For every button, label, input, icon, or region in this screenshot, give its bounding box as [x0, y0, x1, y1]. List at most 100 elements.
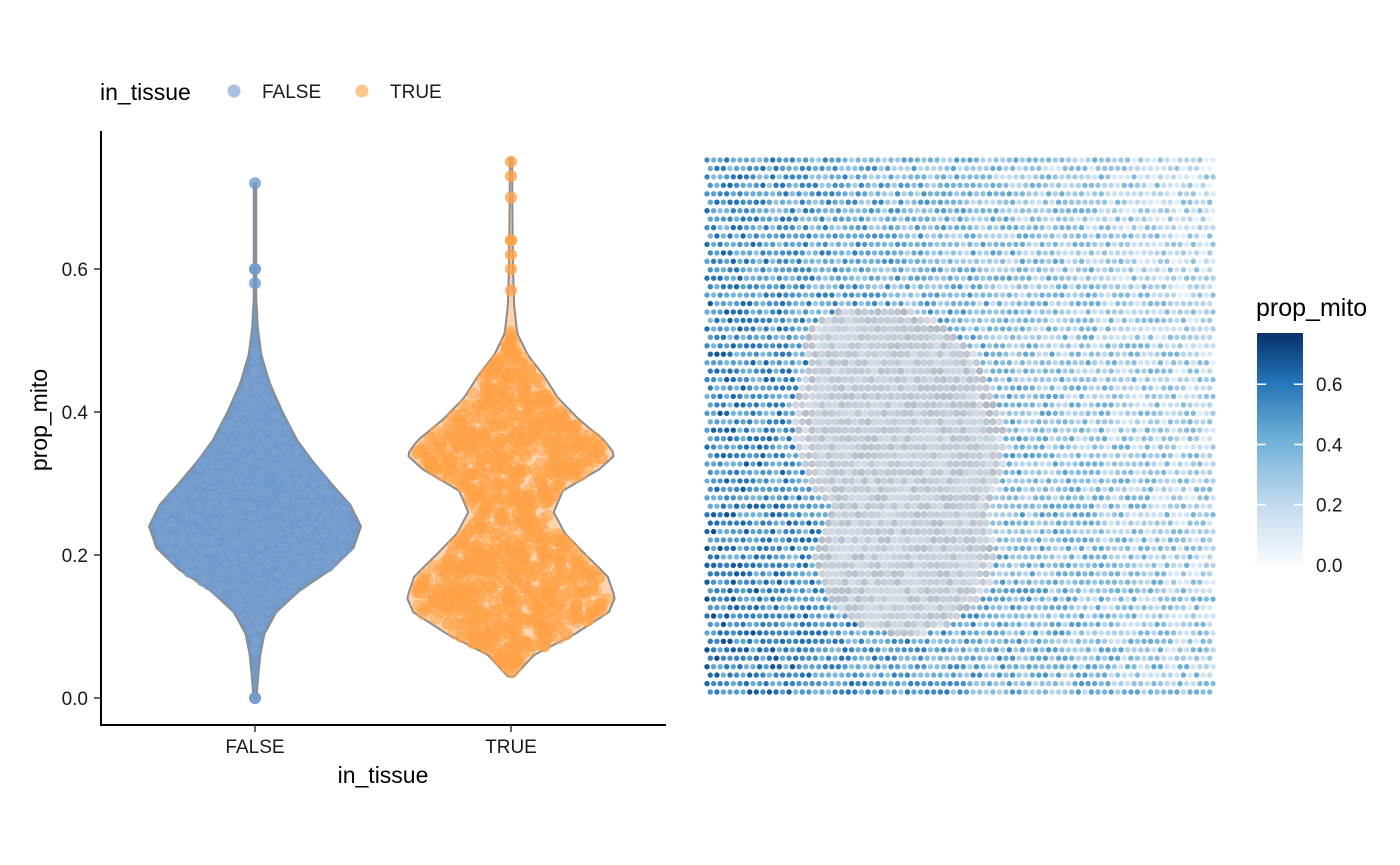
spot [1055, 300, 1062, 307]
spot [796, 292, 802, 298]
spot [806, 284, 812, 290]
spot [908, 258, 914, 264]
spot [1055, 284, 1062, 290]
spot [1154, 317, 1160, 324]
spot [1177, 360, 1183, 366]
spot [747, 284, 753, 290]
spot [1138, 444, 1144, 450]
spot [1197, 376, 1203, 383]
spot [717, 376, 723, 383]
spot [789, 157, 796, 163]
spot [1016, 216, 1022, 222]
spot [967, 241, 973, 248]
spot [1190, 258, 1197, 264]
spot [1170, 258, 1177, 264]
violin-point [237, 551, 250, 564]
spot [1154, 300, 1160, 307]
spot [1115, 317, 1121, 324]
spot [750, 174, 756, 180]
spot [1085, 258, 1091, 264]
spot [1147, 436, 1154, 442]
spot [783, 258, 789, 264]
spot [1177, 241, 1183, 248]
spot [1003, 334, 1009, 340]
violin-point [197, 455, 210, 468]
spot [737, 275, 743, 281]
spot [898, 267, 904, 273]
spot [1167, 385, 1174, 391]
spot [1026, 208, 1032, 214]
spot [885, 216, 891, 222]
violin-point [251, 596, 263, 609]
spot [809, 241, 815, 248]
spot [1167, 216, 1174, 222]
spot [1197, 241, 1203, 248]
spot [1108, 199, 1114, 205]
spot [822, 309, 828, 315]
violin-point [336, 532, 349, 544]
spot [1105, 343, 1111, 349]
spot [1085, 343, 1091, 349]
spot [707, 402, 713, 408]
spot [1115, 216, 1121, 222]
spot [1016, 165, 1022, 172]
spot [812, 317, 819, 324]
spot [947, 191, 953, 197]
spot [819, 267, 825, 273]
spot [1072, 309, 1078, 315]
spot [819, 233, 825, 239]
spot [1022, 267, 1029, 273]
spot [740, 402, 746, 408]
spot [1006, 309, 1012, 315]
y-axis-title: prop_mito [26, 369, 52, 471]
spot [766, 334, 773, 340]
spot [1055, 216, 1062, 222]
spot [1118, 393, 1124, 400]
spot [980, 326, 986, 332]
spot [1078, 191, 1085, 197]
spot [944, 317, 950, 324]
spot [773, 334, 779, 340]
spot [816, 241, 822, 248]
spot [1101, 402, 1108, 408]
spot [779, 419, 786, 425]
spot [812, 284, 819, 290]
spot [921, 224, 927, 231]
spot [829, 208, 835, 214]
spot [750, 191, 756, 197]
spot [1210, 292, 1216, 298]
violin-point [445, 581, 458, 593]
spot [1039, 258, 1045, 264]
spot [1193, 419, 1200, 425]
spot [963, 182, 970, 188]
spot [1032, 427, 1039, 433]
spot [894, 241, 901, 248]
spot [776, 275, 782, 281]
spot [1026, 191, 1032, 197]
spot [1055, 317, 1062, 324]
spot [1154, 267, 1160, 273]
spot [1210, 376, 1216, 383]
spot [1187, 233, 1193, 239]
spot [940, 309, 947, 315]
spot [917, 182, 924, 188]
spot [848, 191, 855, 197]
violin-point [584, 442, 597, 455]
spot [1200, 334, 1206, 340]
spot [756, 376, 763, 383]
spot [1193, 216, 1200, 222]
spot [940, 174, 947, 180]
violin-point [513, 358, 526, 371]
spot [871, 250, 878, 256]
spot [1016, 368, 1022, 374]
violin-point [523, 489, 535, 502]
spot [1055, 250, 1062, 256]
spot [878, 233, 884, 239]
spot [802, 157, 809, 163]
spot [763, 292, 769, 298]
spot [852, 182, 858, 188]
spot [1013, 224, 1019, 231]
spot [1134, 267, 1141, 273]
spot [779, 351, 786, 357]
spot [756, 360, 763, 366]
